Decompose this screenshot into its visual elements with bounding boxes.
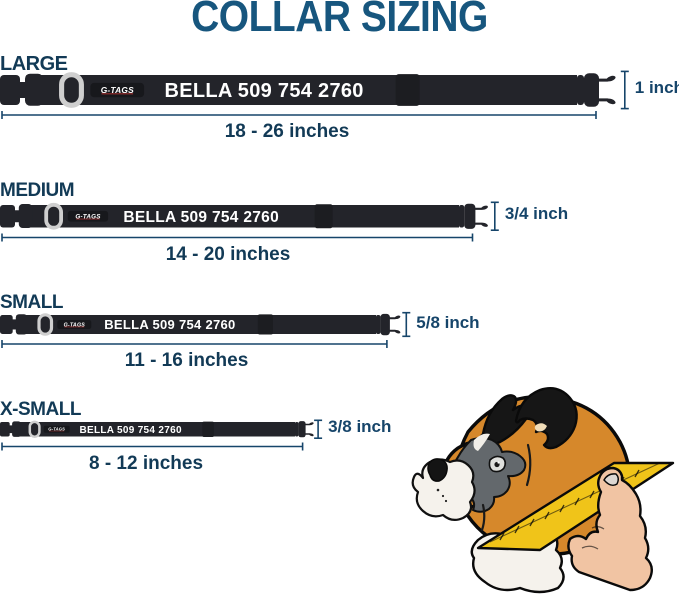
svg-text:BELLA 509 754 2760: BELLA 509 754 2760 <box>80 425 182 436</box>
svg-text:BELLA 509 754 2760: BELLA 509 754 2760 <box>104 317 235 332</box>
svg-text:BELLA 509 754 2760: BELLA 509 754 2760 <box>165 80 364 102</box>
svg-text:BELLA 509 754 2760: BELLA 509 754 2760 <box>123 209 279 226</box>
